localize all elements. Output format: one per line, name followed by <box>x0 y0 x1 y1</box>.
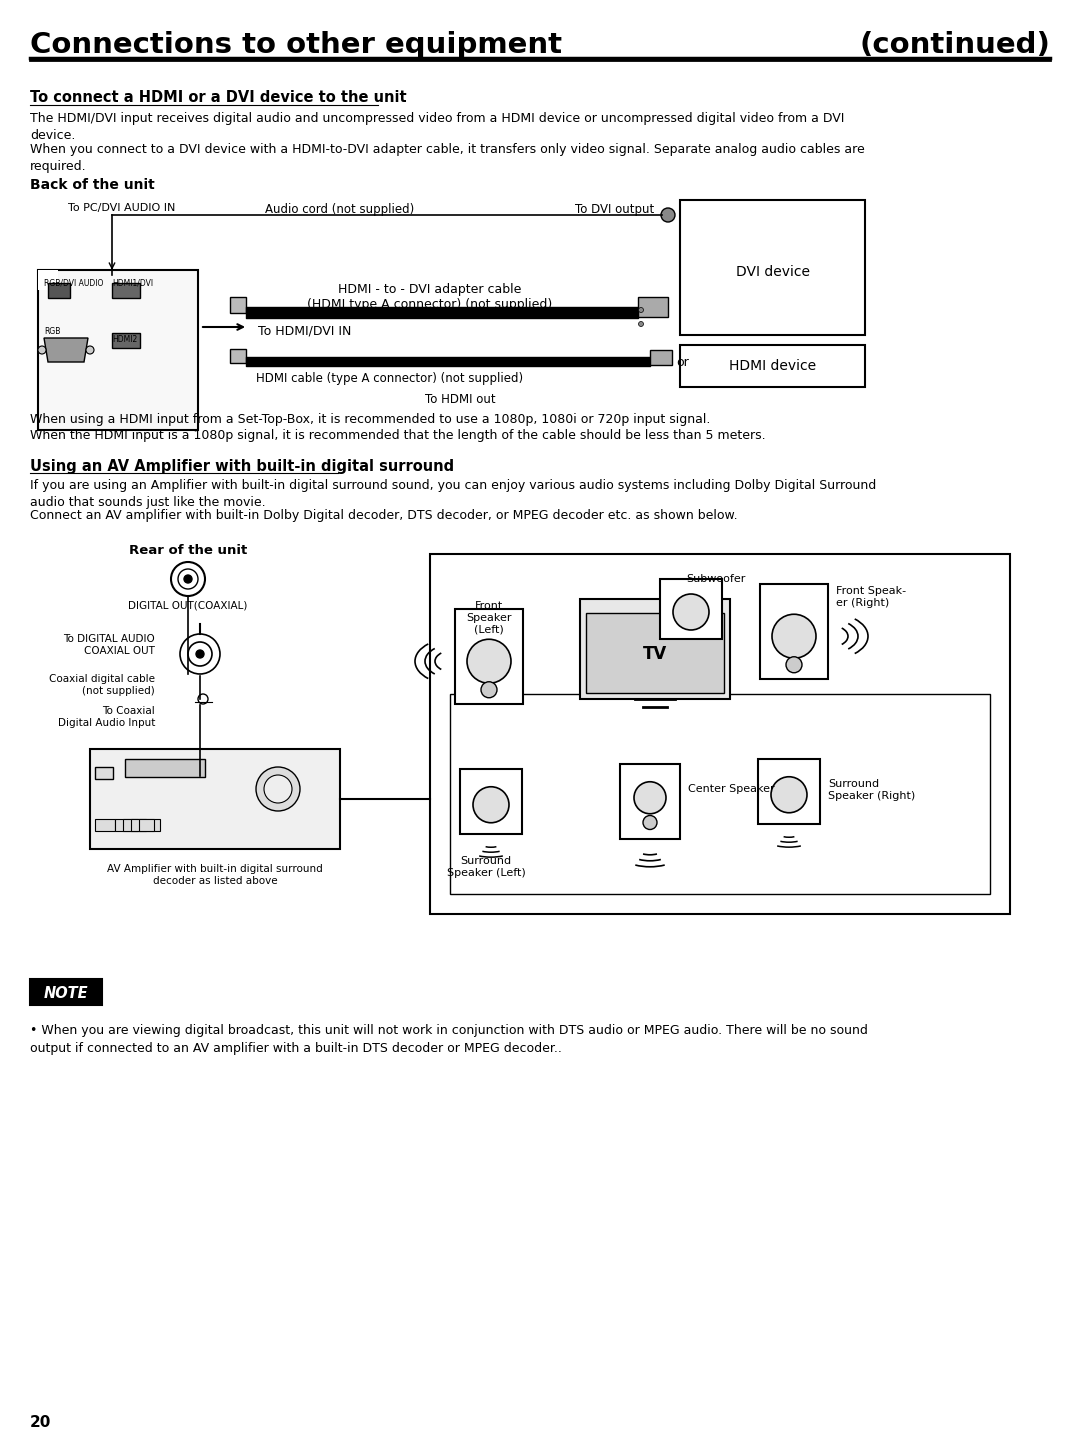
Text: To connect a HDMI or a DVI device to the unit: To connect a HDMI or a DVI device to the… <box>30 91 407 105</box>
Circle shape <box>771 777 807 813</box>
Circle shape <box>38 345 46 354</box>
Bar <box>123 819 138 830</box>
Bar <box>38 271 58 291</box>
Text: HDMI - to - DVI adapter cable
(HDMI type A connector) (not supplied): HDMI - to - DVI adapter cable (HDMI type… <box>308 283 553 311</box>
Text: Front Speak-
er (Right): Front Speak- er (Right) <box>836 586 906 607</box>
Bar <box>430 554 1010 914</box>
Bar <box>90 750 340 849</box>
Circle shape <box>264 776 292 803</box>
Text: To DVI output: To DVI output <box>575 203 654 216</box>
Text: RGB: RGB <box>44 327 60 335</box>
Text: Rear of the unit: Rear of the unit <box>129 544 247 557</box>
Text: AV Amplifier with built-in digital surround
decoder as listed above: AV Amplifier with built-in digital surro… <box>107 863 323 885</box>
Bar <box>460 768 522 835</box>
Circle shape <box>673 594 708 630</box>
Circle shape <box>638 308 644 312</box>
Bar <box>586 613 724 694</box>
Circle shape <box>772 614 816 658</box>
Bar <box>620 764 680 839</box>
Text: HDMI1/DVI: HDMI1/DVI <box>112 278 153 286</box>
Bar <box>660 578 723 639</box>
Bar <box>230 296 246 314</box>
Bar <box>139 819 154 830</box>
Text: When using a HDMI input from a Set-Top-Box, it is recommended to use a 1080p, 10: When using a HDMI input from a Set-Top-B… <box>30 413 711 426</box>
Text: Connect an AV amplifier with built-in Dolby Digital decoder, DTS decoder, or MPE: Connect an AV amplifier with built-in Do… <box>30 509 738 522</box>
Bar <box>38 271 198 430</box>
Bar <box>650 350 672 366</box>
Bar <box>638 296 669 317</box>
Bar <box>95 767 113 778</box>
Bar <box>95 819 114 830</box>
Bar <box>112 332 140 348</box>
Text: Back of the unit: Back of the unit <box>30 178 154 191</box>
Bar <box>450 694 990 894</box>
Text: RGB/DVI AUDIO: RGB/DVI AUDIO <box>44 278 104 286</box>
Circle shape <box>256 767 300 812</box>
Bar <box>112 283 140 298</box>
Text: NOTE: NOTE <box>43 986 89 1000</box>
Text: The HDMI/DVI input receives digital audio and uncompressed video from a HDMI dev: The HDMI/DVI input receives digital audi… <box>30 112 845 142</box>
Circle shape <box>195 650 204 658</box>
Text: DIGITAL OUT(COAXIAL): DIGITAL OUT(COAXIAL) <box>129 602 247 612</box>
Bar <box>230 350 246 363</box>
Bar <box>680 345 865 387</box>
Bar <box>131 819 146 830</box>
Circle shape <box>634 781 666 813</box>
Text: When the HDMI input is a 1080p signal, it is recommended that the length of the : When the HDMI input is a 1080p signal, i… <box>30 429 766 442</box>
Polygon shape <box>44 338 87 363</box>
Circle shape <box>198 694 208 704</box>
Circle shape <box>184 576 192 583</box>
Text: DVI device: DVI device <box>735 266 810 279</box>
Bar <box>760 584 828 679</box>
Circle shape <box>638 321 644 327</box>
Circle shape <box>86 345 94 354</box>
Circle shape <box>661 209 675 222</box>
Bar <box>580 599 730 699</box>
Text: To DIGITAL AUDIO
COAXIAL OUT: To DIGITAL AUDIO COAXIAL OUT <box>64 635 156 656</box>
Bar <box>455 609 523 704</box>
Text: Surround
Speaker (Left): Surround Speaker (Left) <box>447 856 525 878</box>
Bar <box>114 819 160 830</box>
Text: HDMI cable (type A connector) (not supplied): HDMI cable (type A connector) (not suppl… <box>256 373 524 386</box>
Circle shape <box>481 682 497 698</box>
Circle shape <box>473 787 509 823</box>
Text: HDMI device: HDMI device <box>729 358 816 373</box>
Circle shape <box>178 568 198 589</box>
Text: If you are using an Amplifier with built-in digital surround sound, you can enjo: If you are using an Amplifier with built… <box>30 479 876 509</box>
Text: Center Speaker: Center Speaker <box>688 784 774 794</box>
Circle shape <box>188 642 212 666</box>
Text: Using an AV Amplifier with built-in digital surround: Using an AV Amplifier with built-in digi… <box>30 459 454 473</box>
Text: To PC/DVI AUDIO IN: To PC/DVI AUDIO IN <box>68 203 175 213</box>
Circle shape <box>786 656 802 673</box>
Text: Subwoofer: Subwoofer <box>686 574 745 584</box>
Bar <box>48 283 70 298</box>
Circle shape <box>643 816 657 829</box>
Text: Coaxial digital cable
(not supplied): Coaxial digital cable (not supplied) <box>49 673 156 695</box>
Text: Audio cord (not supplied): Audio cord (not supplied) <box>266 203 415 216</box>
Text: or: or <box>676 357 689 370</box>
Text: Front
Speaker
(Left): Front Speaker (Left) <box>467 602 512 635</box>
Text: Surround
Speaker (Right): Surround Speaker (Right) <box>828 778 915 800</box>
Bar <box>758 758 820 825</box>
Text: To HDMI/DVI IN: To HDMI/DVI IN <box>258 325 351 338</box>
Bar <box>30 979 102 1004</box>
Circle shape <box>171 563 205 596</box>
Text: When you connect to a DVI device with a HDMI-to-DVI adapter cable, it transfers : When you connect to a DVI device with a … <box>30 142 865 173</box>
Circle shape <box>467 639 511 684</box>
Bar <box>125 758 205 777</box>
Bar <box>680 200 865 335</box>
Text: • When you are viewing digital broadcast, this unit will not work in conjunction: • When you are viewing digital broadcast… <box>30 1025 868 1055</box>
Text: TV: TV <box>643 645 667 663</box>
Circle shape <box>180 635 220 673</box>
Text: Connections to other equipment: Connections to other equipment <box>30 32 562 59</box>
Text: To Coaxial
Digital Audio Input: To Coaxial Digital Audio Input <box>57 707 156 728</box>
Text: To HDMI out: To HDMI out <box>424 393 496 406</box>
Text: 20: 20 <box>30 1415 52 1430</box>
Text: (continued): (continued) <box>859 32 1050 59</box>
Text: HDMI2: HDMI2 <box>112 335 137 344</box>
